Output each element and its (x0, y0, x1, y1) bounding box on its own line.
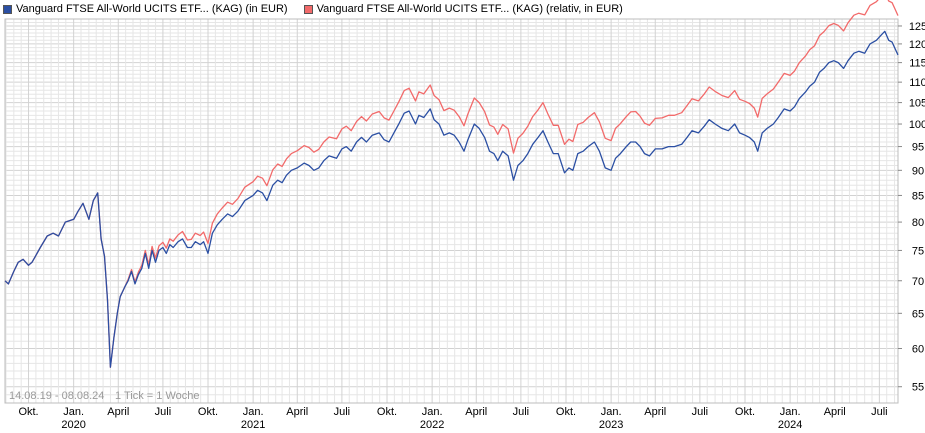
y-tick-label: 95 (912, 142, 924, 154)
x-tick-label: April (644, 406, 666, 418)
x-tick-label: Jan. (63, 406, 84, 418)
x-tick-label: Juli (692, 406, 709, 418)
chart-grid (5, 18, 898, 404)
legend-label: Vanguard FTSE All-World UCITS ETF... (KA… (16, 3, 288, 15)
x-tick-label: Jan. (780, 406, 801, 418)
tick-info-label: 1 Tick = 1 Woche (115, 390, 199, 402)
legend-swatch-blue (3, 4, 12, 14)
x-year-label: 2023 (599, 419, 623, 431)
x-tick-label: Juli (871, 406, 888, 418)
y-tick-label: 55 (912, 382, 924, 394)
x-tick-label: Jan. (243, 406, 264, 418)
y-tick-label: 70 (912, 276, 924, 288)
x-tick-label: Jan. (601, 406, 622, 418)
y-tick-label: 125 (909, 21, 925, 33)
x-year-label: 2021 (241, 419, 265, 431)
y-tick-label: 75 (912, 245, 924, 257)
x-tick-label: Juli (155, 406, 172, 418)
x-year-label: 2022 (420, 419, 444, 431)
legend-item-absolute[interactable]: Vanguard FTSE All-World UCITS ETF... (KA… (3, 3, 288, 15)
y-tick-label: 65 (912, 308, 924, 320)
x-tick-label: Juli (334, 406, 351, 418)
period-label: 14.08.19 - 08.08.24 (9, 390, 104, 402)
x-tick-label: Juli (513, 406, 530, 418)
x-tick-label: April (286, 406, 308, 418)
y-axis: 55 60 65 70 75 80 85 90 95 100 105 110 115 120 125 (898, 21, 925, 394)
y-tick-label: 60 (912, 343, 924, 355)
x-year-label: 2020 (61, 419, 85, 431)
x-tick-label: Okt. (198, 406, 218, 418)
x-tick-label: April (824, 406, 846, 418)
x-tick-label: Okt. (735, 406, 755, 418)
y-tick-label: 120 (909, 39, 925, 51)
x-tick-label: Jan. (422, 406, 443, 418)
x-tick-label: Okt. (377, 406, 397, 418)
plot-border (4, 18, 899, 404)
series-line-absolute (4, 30, 899, 368)
y-tick-label: 110 (909, 77, 925, 89)
series-line-relative (4, 0, 899, 368)
legend: Vanguard FTSE All-World UCITS ETF... (KA… (3, 1, 639, 17)
legend-item-relative[interactable]: Vanguard FTSE All-World UCITS ETF... (KA… (303, 3, 623, 15)
x-tick-label: Okt. (556, 406, 576, 418)
y-tick-label: 90 (912, 165, 924, 177)
y-tick-label: 105 (909, 98, 925, 110)
legend-swatch-red (303, 4, 313, 14)
y-tick-label: 115 (909, 58, 925, 70)
x-year-label: 2024 (778, 419, 802, 431)
y-tick-label: 100 (909, 119, 925, 131)
series-layer (4, 0, 899, 368)
x-tick-label: April (465, 406, 487, 418)
x-tick-label: April (107, 406, 129, 418)
plot-frame (4, 18, 899, 404)
legend-label: Vanguard FTSE All-World UCITS ETF... (KA… (316, 3, 623, 15)
y-tick-label: 80 (912, 217, 924, 229)
x-tick-label: Okt. (18, 406, 38, 418)
y-tick-label: 85 (912, 190, 924, 202)
